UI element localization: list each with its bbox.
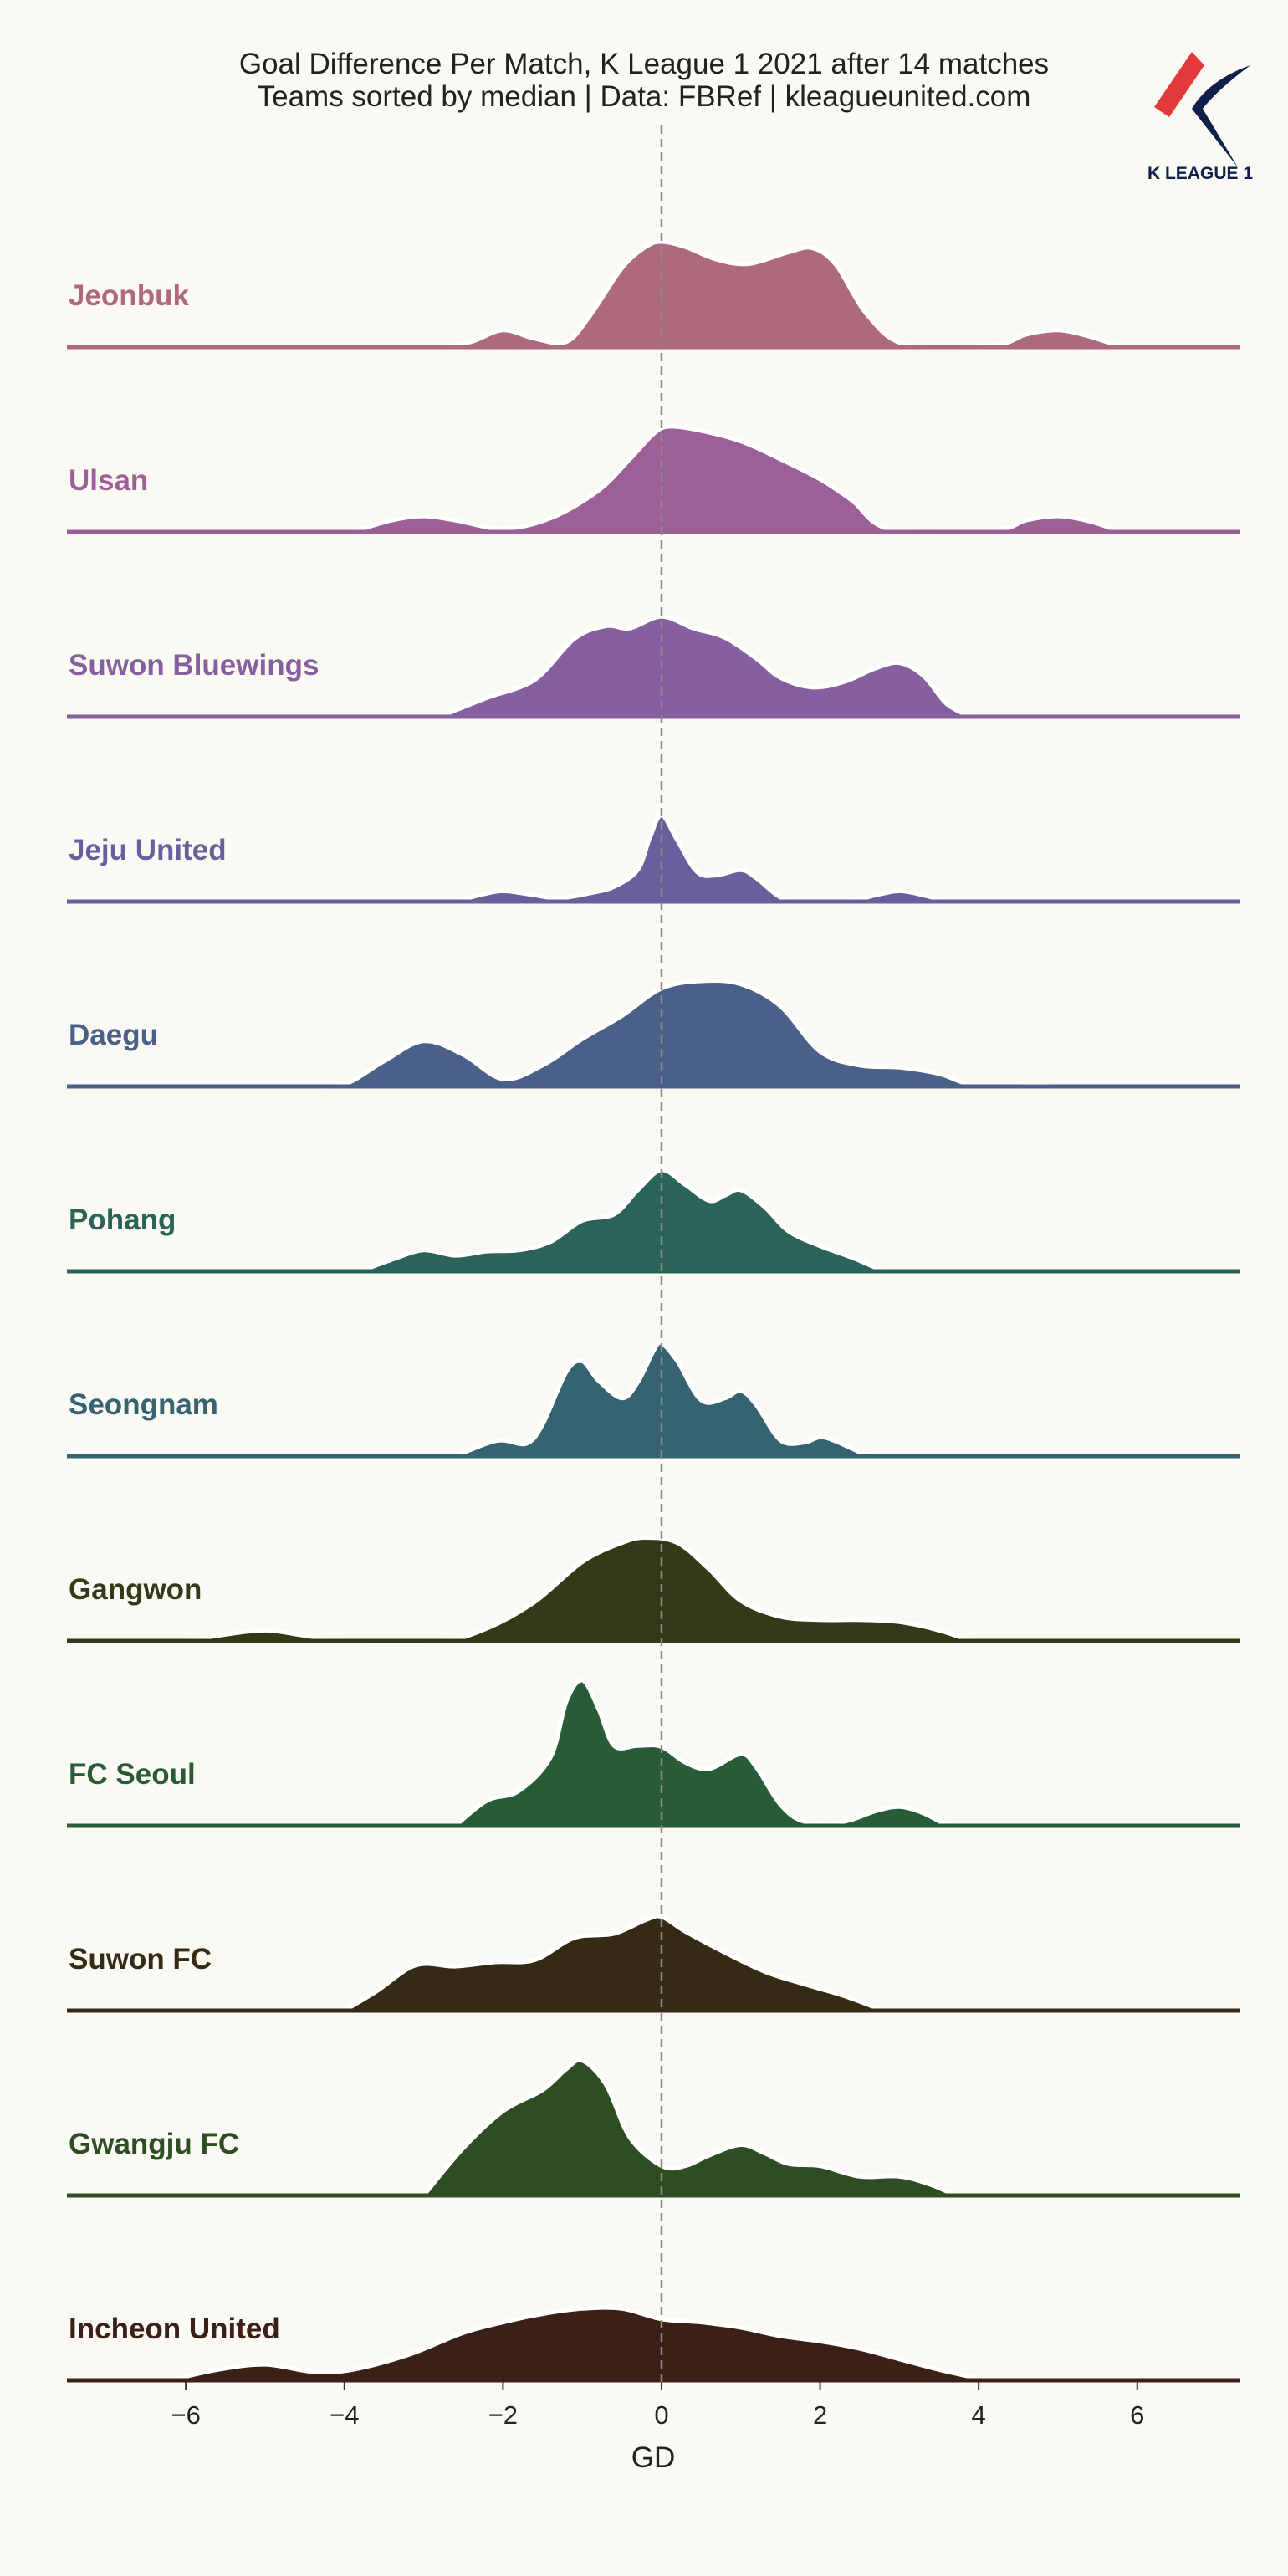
- density-area: [186, 1537, 971, 1643]
- x-tick-label: −4: [330, 2400, 359, 2430]
- team-label: Suwon FC: [69, 1943, 212, 1975]
- team-label: Jeonbuk: [69, 279, 189, 312]
- density-area: [455, 1680, 948, 1826]
- k-league-logo: K LEAGUE 1: [1147, 52, 1253, 183]
- density-outline: [454, 813, 948, 904]
- ridge-pohang: Pohang: [67, 1168, 1240, 1274]
- density-outline: [439, 239, 1122, 350]
- ridge-gwangju-fc: Gwangju FC: [67, 2057, 1240, 2198]
- density-area: [170, 2308, 987, 2380]
- density-area: [304, 980, 1058, 1087]
- density-area: [455, 815, 948, 902]
- density-outline: [304, 979, 1059, 1089]
- team-label: Incheon United: [69, 2313, 280, 2345]
- ridges-group: Jeonbuk Ulsan Suwon Bluewings Jeju United Da…: [67, 239, 1240, 2383]
- x-tick-label: 4: [972, 2400, 986, 2430]
- team-label: FC Seoul: [69, 1758, 196, 1791]
- x-tick-label: 2: [813, 2400, 827, 2430]
- density-outline: [438, 614, 972, 719]
- density-area: [423, 2059, 955, 2195]
- ridge-suwon-fc: Suwon FC: [67, 1914, 1240, 2013]
- density-outline: [351, 424, 1122, 535]
- ridge-jeju-united: Jeju United: [67, 813, 1240, 904]
- density-area: [344, 1916, 884, 2011]
- x-tick-label: 6: [1130, 2400, 1144, 2430]
- ridge-ulsan: Ulsan: [67, 424, 1240, 535]
- density-outline: [359, 1168, 885, 1274]
- x-tick-label: 0: [654, 2400, 668, 2430]
- density-outline: [453, 1678, 948, 1828]
- density-outline: [422, 2057, 956, 2198]
- x-axis-label: GD: [631, 2441, 676, 2474]
- ridge-gangwon: Gangwon: [67, 1536, 1240, 1644]
- density-area: [352, 426, 1122, 533]
- ridge-daegu: Daegu: [67, 979, 1240, 1089]
- logo-navy-shape-icon: [1192, 65, 1250, 167]
- team-label: Ulsan: [69, 464, 148, 497]
- density-area: [360, 1169, 884, 1271]
- ridge-suwon-bluewings: Suwon Bluewings: [67, 614, 1240, 719]
- logo-text: K LEAGUE 1: [1147, 164, 1253, 183]
- x-tick-label: −2: [488, 2400, 518, 2430]
- ridge-fc-seoul: FC Seoul: [67, 1678, 1240, 1828]
- team-label: Gangwon: [69, 1573, 202, 1606]
- density-area: [439, 242, 1122, 348]
- x-tick-label: −6: [171, 2400, 201, 2430]
- chart-title: Goal Difference Per Match, K League 1 20…: [239, 48, 1049, 80]
- ridge-jeonbuk: Jeonbuk: [67, 239, 1240, 350]
- team-label: Jeju United: [69, 834, 227, 866]
- density-outline: [343, 1914, 885, 2013]
- team-label: Daegu: [69, 1019, 158, 1051]
- x-axis: −6 −4 −2 0 2 4 6: [171, 2382, 1144, 2430]
- ridge-incheon-united: Incheon United: [67, 2305, 1240, 2383]
- density-outline: [185, 1536, 972, 1644]
- team-label: Suwon Bluewings: [69, 649, 319, 682]
- chart-subtitle: Teams sorted by median | Data: FBRef | k…: [258, 80, 1031, 113]
- team-label: Pohang: [69, 1204, 176, 1236]
- logo-red-stroke-icon: [1154, 52, 1204, 117]
- team-label: Seongnam: [69, 1388, 218, 1421]
- ridge-seongnam: Seongnam: [67, 1341, 1240, 1459]
- density-outline: [454, 1341, 869, 1459]
- density-outline: [169, 2305, 988, 2383]
- team-label: Gwangju FC: [69, 2128, 239, 2160]
